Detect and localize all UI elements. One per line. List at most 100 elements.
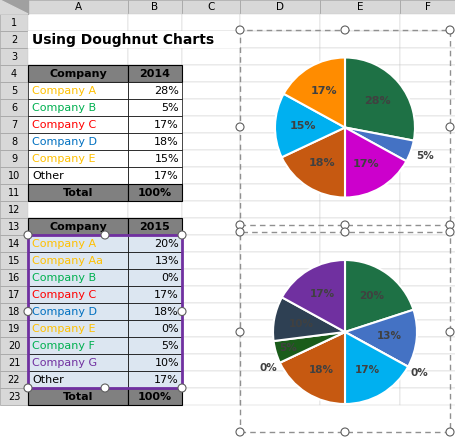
Text: 14: 14 [8,238,20,249]
Bar [239,99,319,116]
Bar [128,82,182,99]
Bar [128,252,182,269]
Bar [28,167,128,184]
Bar [28,320,128,337]
Text: 13: 13 [8,221,20,231]
Text: Total: Total [63,392,93,401]
Bar [128,252,182,269]
Circle shape [24,308,32,315]
Text: F: F [424,2,430,12]
Text: 20%: 20% [358,291,383,301]
Bar [399,116,455,133]
Bar [399,354,455,371]
Bar [239,232,449,432]
Bar [239,235,319,252]
Bar [28,167,128,184]
Bar [239,30,449,225]
Bar [128,354,182,371]
Bar [182,337,239,354]
Bar [319,99,399,116]
Text: Company B: Company B [32,272,96,282]
Bar [399,218,455,235]
Bar [128,354,182,371]
Circle shape [236,221,243,229]
Circle shape [445,123,453,131]
Text: 20: 20 [8,341,20,351]
Circle shape [236,428,243,436]
Wedge shape [344,128,413,161]
Bar [28,371,128,388]
Bar [182,150,239,167]
Text: 0%: 0% [410,368,427,378]
Text: Total: Total [63,187,93,198]
Circle shape [445,228,453,236]
Bar [319,286,399,303]
Bar [182,354,239,371]
Bar [319,201,399,218]
Text: Company F: Company F [32,341,95,351]
Bar [28,303,128,320]
Bar [0,184,28,201]
Text: 0%: 0% [161,272,179,282]
Bar [28,388,128,405]
Bar [128,320,182,337]
Bar [182,235,239,252]
Polygon shape [0,0,28,14]
Bar [128,320,182,337]
Bar [128,167,182,184]
Bar [319,0,399,14]
Bar [128,82,182,99]
Bar [0,0,28,14]
Bar [319,133,399,150]
Bar [182,133,239,150]
Bar [28,133,128,150]
Bar [0,65,28,82]
Bar [28,218,128,235]
Bar [182,48,239,65]
Text: 28%: 28% [363,96,390,106]
Bar [128,133,182,150]
Bar [319,82,399,99]
Text: Company E: Company E [32,323,95,334]
Bar [0,320,28,337]
Circle shape [101,384,109,392]
Bar [182,116,239,133]
Text: 12: 12 [8,205,20,215]
Circle shape [340,428,348,436]
Bar [128,388,182,405]
Bar [239,150,319,167]
Bar [28,133,128,150]
Bar [128,235,182,252]
Bar [0,252,28,269]
Circle shape [445,26,453,34]
Bar [28,0,128,14]
Wedge shape [273,332,344,363]
Bar [239,303,319,320]
Bar [182,31,239,48]
Bar [28,65,128,82]
Bar [399,0,455,14]
Bar [399,31,455,48]
Text: 13%: 13% [376,331,401,341]
Bar [0,99,28,116]
Text: Company A: Company A [32,238,96,249]
Bar [28,320,128,337]
Text: 18%: 18% [308,158,335,168]
Bar [128,371,182,388]
Bar [319,65,399,82]
Bar [182,167,239,184]
Text: 1: 1 [11,18,17,27]
Bar [319,48,399,65]
Bar [128,184,182,201]
Text: 16: 16 [8,272,20,282]
Bar [28,235,182,388]
Bar [28,286,128,303]
Wedge shape [279,332,344,363]
Bar [0,303,28,320]
Circle shape [101,231,109,239]
Text: 5%: 5% [415,151,433,161]
Bar [28,218,128,235]
Text: 17: 17 [8,290,20,300]
Text: 100%: 100% [137,392,172,401]
Bar [28,48,128,65]
